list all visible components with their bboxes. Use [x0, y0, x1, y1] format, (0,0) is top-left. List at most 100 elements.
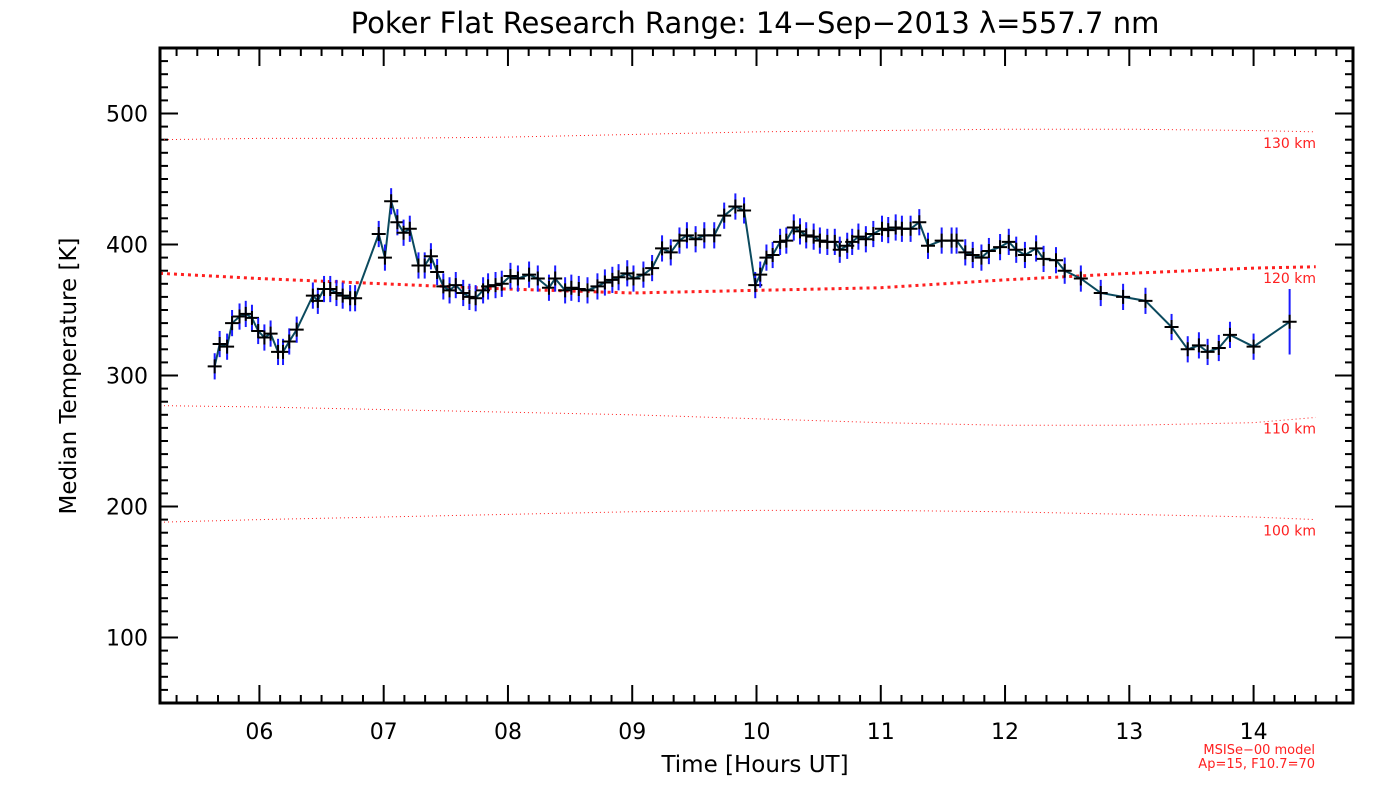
data-point-marker: [672, 233, 687, 248]
data-point-marker: [430, 265, 445, 280]
data-point-marker: [390, 215, 405, 230]
data-point-marker: [773, 234, 788, 249]
model-curve-100-km: [159, 509, 1316, 523]
data-point-marker: [1211, 340, 1226, 355]
x-axis-label: Time [Hours UT]: [660, 752, 848, 778]
data-point-marker: [858, 232, 873, 247]
model-annotation-line2: Ap=15, F10.7=70: [1198, 757, 1315, 772]
data-point-marker: [958, 245, 973, 260]
data-point-marker: [220, 339, 235, 354]
y-tick-label: 100: [106, 627, 148, 652]
x-tick-label: 11: [867, 720, 895, 745]
model-annotation-line1: MSISe−00 model: [1203, 743, 1315, 758]
chart-title: Poker Flat Research Range: 14−Sep−2013 λ…: [351, 6, 1160, 40]
data-point-marker: [597, 275, 612, 290]
data-point-marker: [717, 208, 732, 223]
data-point-marker: [1180, 342, 1195, 357]
data-point-marker: [881, 223, 896, 238]
data-point-marker: [503, 268, 518, 283]
x-tick-label: 09: [618, 720, 646, 745]
data-point-marker: [384, 194, 399, 209]
data-point-marker: [329, 285, 344, 300]
data-point-marker: [371, 227, 386, 242]
data-series: [207, 188, 1297, 380]
data-point-marker: [765, 247, 780, 262]
data-point-marker: [207, 359, 222, 374]
data-point-marker: [1017, 247, 1032, 262]
data-point-marker: [423, 249, 438, 264]
data-point-marker: [276, 344, 291, 359]
data-point-marker: [335, 288, 350, 303]
y-tick-label: 200: [106, 496, 148, 521]
data-point-marker: [548, 271, 563, 286]
data-point-marker: [949, 233, 964, 248]
data-point-marker: [626, 271, 641, 286]
data-point-marker: [832, 242, 847, 257]
data-point-marker: [1138, 293, 1153, 308]
x-tick-label: 08: [494, 720, 522, 745]
data-point-marker: [251, 323, 266, 338]
data-point-marker: [468, 291, 483, 306]
x-tick-label: 13: [1115, 720, 1143, 745]
axis-ticks: 100 200 300 400 500 06 07 08 09 10 11 12 13 14: [106, 47, 1353, 745]
data-point-marker: [232, 309, 247, 324]
data-point-marker: [903, 221, 918, 236]
model-curves: 130 km 120 km 110 km 100 km: [159, 128, 1316, 540]
data-point-marker: [605, 272, 620, 287]
data-point-marker: [225, 316, 240, 331]
data-point-marker: [779, 233, 794, 248]
data-point-marker: [663, 245, 678, 260]
y-tick-label: 500: [106, 103, 148, 128]
data-point-marker: [1200, 344, 1215, 359]
data-point-marker: [974, 250, 989, 265]
data-point-marker: [448, 278, 463, 293]
data-point-marker: [402, 221, 417, 236]
data-point-marker: [1116, 289, 1131, 304]
data-point-marker: [377, 250, 392, 265]
data-point-marker: [289, 322, 304, 337]
data-point-marker: [282, 334, 297, 349]
x-tick-label: 14: [1240, 720, 1268, 745]
data-point-marker: [965, 247, 980, 262]
data-point-marker: [1048, 253, 1063, 268]
data-point-marker: [462, 289, 477, 304]
model-curve-label: 100 km: [1263, 524, 1316, 540]
data-point-marker: [888, 220, 903, 235]
data-point-marker: [310, 293, 325, 308]
data-point-marker: [1036, 251, 1051, 266]
plot-frame: [158, 46, 1355, 705]
data-point-marker: [263, 326, 278, 341]
data-point-marker: [611, 270, 626, 285]
data-point-marker: [530, 271, 545, 286]
x-tick-label: 10: [743, 720, 771, 745]
data-point-marker: [875, 221, 890, 236]
y-tick-label: 400: [106, 234, 148, 259]
data-point-marker: [759, 250, 774, 265]
y-tick-label: 300: [106, 365, 148, 390]
x-tick-label: 12: [991, 720, 1019, 745]
data-point-marker: [1222, 327, 1237, 342]
model-curve-120-km: [159, 265, 1316, 295]
data-point-marker: [348, 291, 363, 306]
model-curve-130-km: [159, 128, 1316, 141]
data-point-marker: [590, 279, 605, 294]
data-point-marker: [981, 244, 996, 259]
data-point-marker: [655, 241, 670, 256]
data-point-marker: [522, 267, 537, 282]
data-point-marker: [510, 271, 525, 286]
data-point-marker: [812, 233, 827, 248]
data-point-marker: [244, 310, 259, 325]
data-point-marker: [1093, 285, 1108, 300]
data-point-marker: [494, 276, 509, 291]
y-axis-label: Median Temperature [K]: [56, 238, 82, 515]
data-point-marker: [645, 261, 660, 276]
model-curve-label: 120 km: [1263, 271, 1316, 287]
data-point-marker: [866, 227, 881, 242]
data-point-marker: [799, 228, 814, 243]
temperature-line: [213, 200, 1291, 367]
data-point-marker: [1073, 271, 1088, 286]
data-point-marker: [912, 215, 927, 230]
data-point-marker: [571, 282, 586, 297]
x-tick-label: 07: [370, 720, 398, 745]
